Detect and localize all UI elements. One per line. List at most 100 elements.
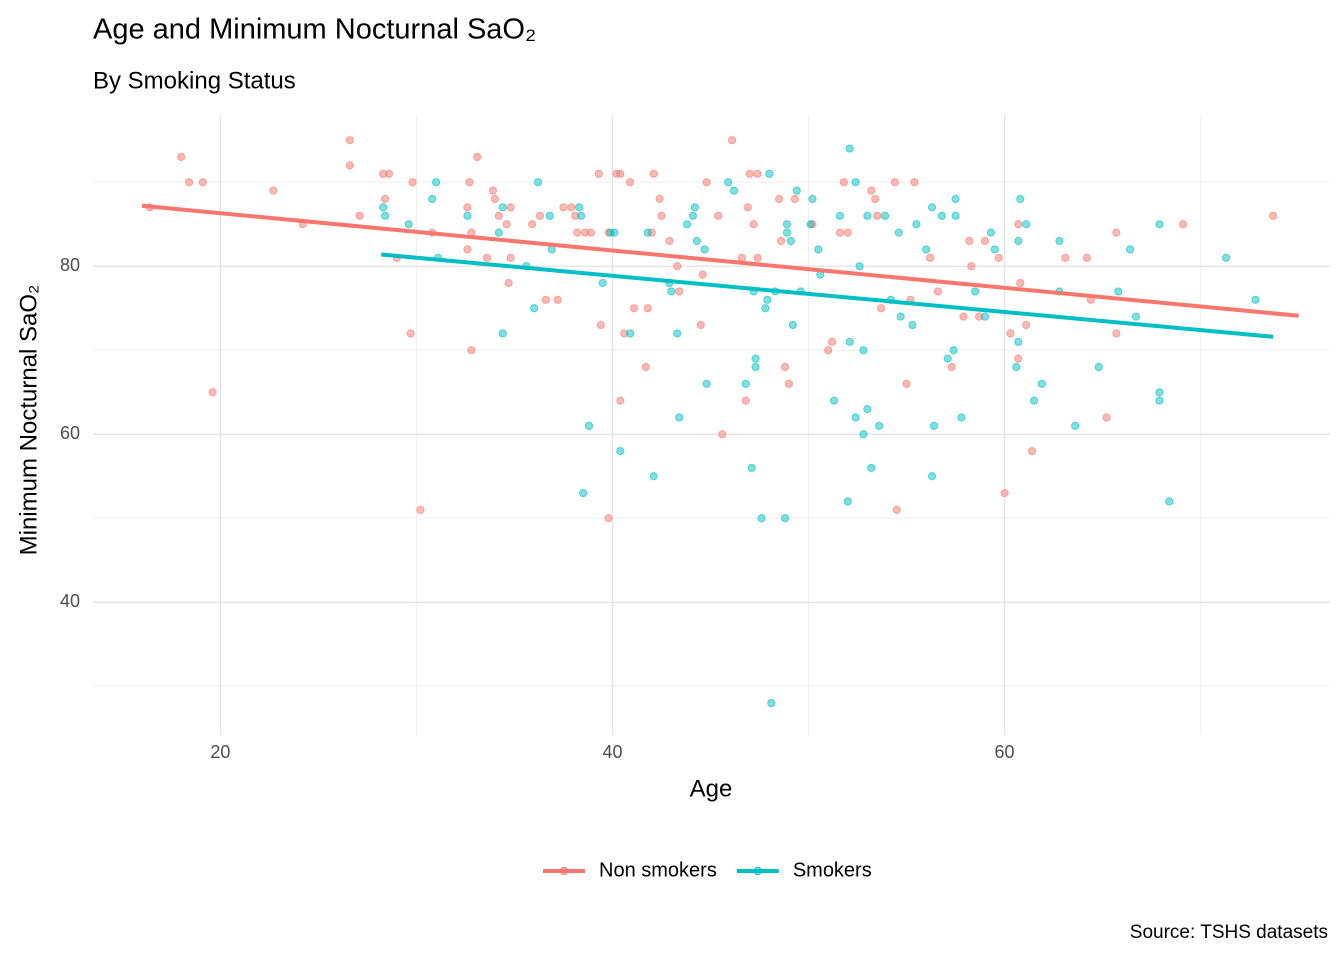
point xyxy=(586,228,596,237)
point xyxy=(1014,354,1023,363)
x-tick-label: 60 xyxy=(995,742,1015,762)
point xyxy=(986,228,995,237)
y-tick-label: 80 xyxy=(60,255,80,275)
point xyxy=(416,505,425,514)
point xyxy=(559,203,568,212)
trend-line xyxy=(141,203,1299,318)
point xyxy=(896,312,905,321)
point xyxy=(1006,329,1015,338)
point xyxy=(667,287,676,296)
point xyxy=(910,178,919,187)
point xyxy=(1155,388,1164,397)
point xyxy=(824,346,833,355)
point xyxy=(1112,228,1121,237)
point xyxy=(616,396,625,405)
point xyxy=(355,211,364,220)
point xyxy=(971,287,980,296)
point xyxy=(1022,320,1031,330)
point xyxy=(545,211,554,220)
point xyxy=(880,211,890,220)
point xyxy=(616,169,625,178)
x-tick-label: 40 xyxy=(602,742,622,762)
point xyxy=(641,362,650,372)
point xyxy=(875,421,884,430)
point xyxy=(345,161,354,170)
point xyxy=(535,211,545,220)
point xyxy=(649,472,658,481)
point xyxy=(573,228,582,237)
trend-line xyxy=(380,252,1274,339)
point xyxy=(1014,220,1023,229)
point xyxy=(727,136,737,145)
point xyxy=(1012,362,1021,372)
point xyxy=(406,329,415,338)
point xyxy=(1082,253,1092,262)
point xyxy=(729,186,739,195)
point xyxy=(784,379,794,388)
point xyxy=(949,346,958,355)
point xyxy=(927,472,937,481)
point xyxy=(925,253,935,262)
point xyxy=(867,463,876,472)
point xyxy=(780,514,790,523)
point xyxy=(790,194,799,204)
point xyxy=(933,287,943,296)
grid xyxy=(93,115,1330,735)
point xyxy=(498,203,507,212)
point xyxy=(780,362,790,372)
point xyxy=(467,346,476,355)
point xyxy=(1022,220,1031,229)
point xyxy=(753,253,762,262)
point xyxy=(629,304,639,313)
point xyxy=(751,362,760,372)
point xyxy=(890,178,899,187)
point xyxy=(380,211,390,220)
point xyxy=(1221,253,1231,262)
point xyxy=(737,253,746,262)
point xyxy=(859,430,868,439)
point xyxy=(649,169,658,178)
point xyxy=(776,236,786,246)
point xyxy=(1165,497,1174,506)
chart-title: Age and Minimum Nocturnal SaO₂ xyxy=(93,14,536,46)
caption: Source: TSHS datasets xyxy=(1130,922,1328,943)
point xyxy=(951,211,960,220)
point xyxy=(1131,312,1141,321)
point xyxy=(616,446,625,456)
point xyxy=(835,211,845,220)
x-axis-title: Age xyxy=(690,775,733,802)
point xyxy=(408,178,417,187)
point xyxy=(643,228,652,237)
point xyxy=(494,228,503,237)
point xyxy=(1114,287,1123,296)
point xyxy=(428,194,437,204)
point xyxy=(782,228,792,237)
point xyxy=(184,178,194,187)
point xyxy=(688,211,697,220)
point xyxy=(743,203,752,212)
point xyxy=(604,514,613,523)
point xyxy=(806,220,815,229)
point xyxy=(657,211,666,220)
point xyxy=(596,320,605,330)
point xyxy=(718,430,727,439)
point xyxy=(384,169,394,178)
point xyxy=(1178,220,1188,229)
point xyxy=(553,295,562,304)
point xyxy=(947,362,956,372)
point xyxy=(912,220,921,229)
trend-lines xyxy=(141,203,1299,339)
point xyxy=(786,236,795,246)
point xyxy=(714,211,723,220)
point xyxy=(463,203,472,212)
point xyxy=(902,379,911,388)
point xyxy=(494,211,503,220)
point xyxy=(1112,329,1121,338)
point xyxy=(473,152,482,162)
point xyxy=(959,312,968,321)
point xyxy=(702,379,711,388)
point xyxy=(504,278,513,288)
point xyxy=(1061,253,1070,262)
point xyxy=(198,178,207,187)
